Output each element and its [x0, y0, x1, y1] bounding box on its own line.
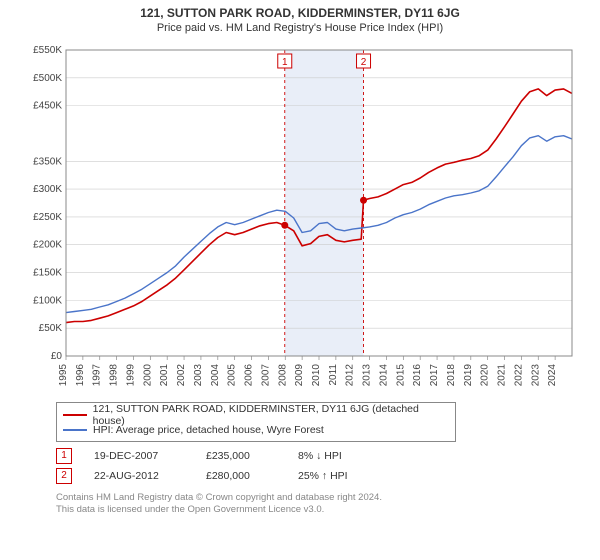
- svg-text:2018: 2018: [446, 364, 457, 387]
- svg-text:2014: 2014: [378, 364, 389, 387]
- chart-svg: £0 £50K £100K £150K £200K £250K £300K £350K £450…: [20, 36, 580, 396]
- legend-swatch-property: [63, 414, 87, 416]
- transaction-date: 19-DEC-2007: [94, 450, 184, 462]
- svg-text:£50K: £50K: [39, 323, 63, 334]
- svg-text:£100K: £100K: [33, 295, 62, 306]
- transaction-row: 2 22-AUG-2012 £280,000 25% ↑ HPI: [56, 466, 570, 486]
- chart-subtitle: Price paid vs. HM Land Registry's House …: [0, 20, 600, 36]
- svg-text:2020: 2020: [480, 364, 491, 387]
- svg-text:2021: 2021: [497, 364, 508, 387]
- chart-area: £0 £50K £100K £150K £200K £250K £300K £350K £450…: [20, 36, 580, 396]
- svg-text:2000: 2000: [142, 364, 153, 387]
- chart-title: 121, SUTTON PARK ROAD, KIDDERMINSTER, DY…: [0, 0, 600, 20]
- svg-text:2: 2: [361, 57, 367, 68]
- legend-row: 121, SUTTON PARK ROAD, KIDDERMINSTER, DY…: [63, 407, 449, 422]
- svg-text:£500K: £500K: [33, 73, 62, 84]
- svg-text:2001: 2001: [159, 364, 170, 387]
- svg-text:1999: 1999: [125, 364, 136, 387]
- svg-text:2005: 2005: [227, 364, 238, 387]
- svg-text:1: 1: [282, 57, 288, 68]
- svg-text:2023: 2023: [530, 364, 541, 387]
- svg-text:2013: 2013: [362, 364, 373, 387]
- svg-text:2015: 2015: [395, 364, 406, 387]
- transaction-marker-2: 2: [56, 468, 72, 484]
- legend-swatch-hpi: [63, 429, 87, 431]
- footer: Contains HM Land Registry data © Crown c…: [56, 492, 570, 516]
- svg-text:2007: 2007: [260, 364, 271, 387]
- transaction-date: 22-AUG-2012: [94, 470, 184, 482]
- svg-text:2022: 2022: [513, 364, 524, 387]
- transaction-price: £235,000: [206, 450, 276, 462]
- legend-label: HPI: Average price, detached house, Wyre…: [93, 424, 324, 436]
- svg-text:2002: 2002: [176, 364, 187, 387]
- svg-text:2009: 2009: [294, 364, 305, 387]
- transaction-delta: 25% ↑ HPI: [298, 470, 348, 482]
- svg-text:£150K: £150K: [33, 268, 62, 279]
- svg-text:£200K: £200K: [33, 240, 62, 251]
- svg-text:£250K: £250K: [33, 212, 62, 223]
- svg-text:2004: 2004: [210, 364, 221, 387]
- footer-line: Contains HM Land Registry data © Crown c…: [56, 492, 570, 504]
- transactions: 1 19-DEC-2007 £235,000 8% ↓ HPI 2 22-AUG…: [56, 446, 570, 486]
- transaction-row: 1 19-DEC-2007 £235,000 8% ↓ HPI: [56, 446, 570, 466]
- svg-text:2010: 2010: [311, 364, 322, 387]
- legend: 121, SUTTON PARK ROAD, KIDDERMINSTER, DY…: [56, 402, 456, 442]
- svg-text:2008: 2008: [277, 364, 288, 387]
- svg-text:1998: 1998: [109, 364, 120, 387]
- transaction-delta: 8% ↓ HPI: [298, 450, 342, 462]
- svg-text:£0: £0: [51, 351, 63, 362]
- footer-line: This data is licensed under the Open Gov…: [56, 504, 570, 516]
- transaction-marker-1: 1: [56, 448, 72, 464]
- transaction-price: £280,000: [206, 470, 276, 482]
- svg-text:2012: 2012: [345, 364, 356, 387]
- svg-text:2011: 2011: [328, 364, 339, 386]
- svg-text:£550K: £550K: [33, 45, 62, 56]
- svg-text:2016: 2016: [412, 364, 423, 387]
- svg-text:2019: 2019: [463, 364, 474, 387]
- svg-text:2017: 2017: [429, 364, 440, 387]
- svg-text:£300K: £300K: [33, 184, 62, 195]
- svg-text:1996: 1996: [75, 364, 86, 387]
- svg-text:2006: 2006: [244, 364, 255, 387]
- svg-text:2003: 2003: [193, 364, 204, 387]
- svg-text:£350K: £350K: [33, 156, 62, 167]
- svg-text:2024: 2024: [547, 364, 558, 387]
- svg-text:£450K: £450K: [33, 101, 62, 112]
- svg-text:1995: 1995: [58, 364, 69, 387]
- svg-text:1997: 1997: [92, 364, 103, 387]
